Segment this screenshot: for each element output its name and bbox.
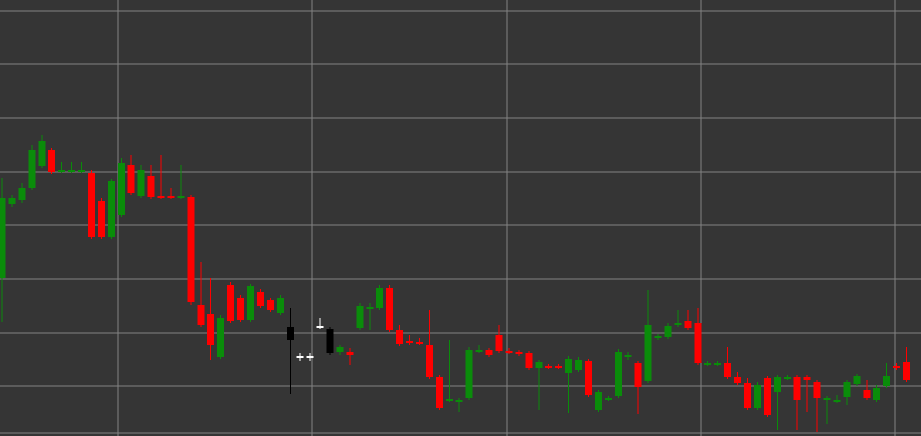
candle-body	[326, 329, 334, 353]
candle-body	[604, 398, 612, 400]
candle-body	[584, 361, 592, 395]
candle-body	[505, 351, 513, 353]
candle-body	[773, 377, 781, 392]
candle-body	[266, 300, 274, 310]
candle-body	[137, 170, 145, 196]
candle-body	[555, 366, 563, 368]
candle-body	[227, 285, 235, 321]
candle-body	[903, 362, 911, 380]
candle-body	[634, 363, 642, 387]
candle-body	[684, 321, 692, 328]
candle-body	[97, 201, 105, 237]
candle-body	[475, 350, 483, 352]
candle-body	[575, 360, 583, 370]
candle-body	[525, 353, 533, 368]
candle-body	[823, 398, 831, 400]
candle-body	[18, 188, 26, 200]
candle-body	[306, 356, 314, 358]
candle-body	[495, 335, 503, 351]
candle-body	[147, 176, 155, 197]
candle-body	[157, 196, 165, 198]
candle-body	[724, 363, 732, 377]
candle-body	[376, 288, 384, 308]
candle-body	[0, 198, 6, 278]
candle-body	[614, 352, 622, 396]
candle-body	[753, 385, 761, 408]
candle-body	[296, 356, 304, 358]
candle-body	[813, 382, 821, 398]
candle-body	[68, 170, 76, 172]
candle-body	[386, 288, 394, 330]
candle-body	[207, 314, 215, 345]
candle-body	[873, 388, 881, 400]
candle-body	[863, 390, 871, 398]
candle-body	[763, 378, 771, 415]
candle-body	[535, 362, 543, 368]
candle-body	[843, 382, 851, 397]
candle-body	[396, 330, 404, 344]
candle-body	[793, 377, 801, 400]
candle-body	[893, 366, 901, 368]
candle-body	[594, 392, 602, 410]
candle-body	[197, 305, 205, 325]
candle-body	[127, 165, 135, 193]
candle-body	[356, 306, 364, 328]
candle-body	[624, 355, 632, 357]
candle-body	[565, 359, 573, 373]
candle-body	[853, 376, 861, 384]
candle-body	[87, 173, 95, 237]
candle-body	[704, 363, 712, 365]
candle-body	[48, 150, 56, 172]
candle-body	[883, 376, 891, 386]
candle-body	[445, 399, 453, 401]
candle-body	[247, 286, 254, 320]
candle-body	[167, 196, 175, 198]
candle-body	[485, 350, 493, 355]
candle-body	[783, 377, 791, 379]
candle-body	[346, 352, 354, 355]
candle-body	[366, 307, 374, 309]
candle-body	[38, 141, 46, 166]
candle-body	[336, 347, 344, 352]
candle-body	[28, 150, 36, 188]
candle-body	[8, 198, 16, 204]
candle-body	[406, 341, 414, 343]
candles	[0, 135, 911, 432]
candle-body	[78, 170, 86, 172]
candle-body	[714, 363, 722, 365]
candle-body	[276, 298, 284, 313]
candle-body	[415, 342, 423, 344]
candle-body	[744, 383, 751, 408]
candle-body	[217, 318, 225, 357]
candle-body	[803, 377, 811, 380]
candle-body	[644, 325, 652, 381]
candle-body	[694, 323, 702, 363]
candle-body	[545, 366, 553, 368]
candle-body	[674, 323, 682, 325]
candle-body	[316, 326, 324, 328]
candle-body	[237, 298, 245, 320]
candle-body	[286, 327, 294, 340]
candle-body	[435, 377, 443, 408]
candle-body	[58, 170, 66, 172]
candle-body	[515, 352, 523, 354]
candle-body	[107, 181, 115, 237]
candle-body	[734, 377, 742, 383]
candle-body	[177, 196, 185, 198]
candle-body	[425, 345, 433, 377]
candle-body	[664, 326, 672, 337]
candle-body	[256, 292, 264, 306]
candle-body	[455, 400, 463, 402]
candle-body	[654, 336, 662, 338]
candle-body	[465, 350, 473, 398]
candle-body	[187, 197, 195, 302]
candle-body	[833, 400, 841, 402]
candle-body	[117, 163, 125, 215]
